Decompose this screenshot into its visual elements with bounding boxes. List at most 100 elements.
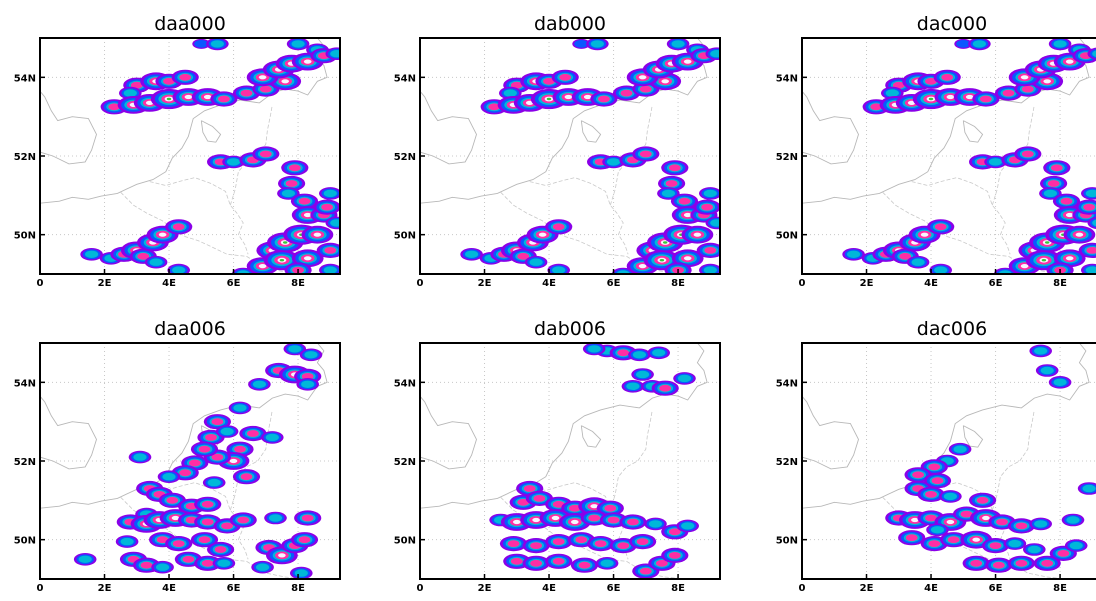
precip-cell — [194, 514, 222, 530]
precip-cell — [1048, 376, 1072, 389]
precip-contour-level-4 — [992, 561, 1005, 569]
precip-contour-level-5 — [946, 519, 955, 525]
country-border — [911, 177, 1011, 255]
x-tick-label: 8E — [671, 278, 685, 289]
precip-contour-level-4 — [636, 538, 649, 545]
precip-cell — [1040, 175, 1068, 192]
precip-cell — [190, 532, 219, 548]
precip-contour-level-4 — [620, 89, 633, 97]
x-tick-label: 0 — [417, 583, 424, 594]
x-tick-label: 6E — [607, 583, 621, 594]
precip-contour-level-4 — [1015, 522, 1028, 530]
precip-cell — [281, 160, 309, 176]
precip-contour-level-4 — [1060, 197, 1073, 205]
precip-contour-level-5 — [203, 94, 212, 100]
precip-cell — [917, 486, 945, 502]
panel-title: daa006 — [154, 318, 226, 340]
precip-cell — [661, 160, 689, 176]
y-tick-label: 50N — [776, 231, 798, 242]
precip-cell — [212, 557, 236, 570]
precip-contour-level-4 — [198, 536, 211, 544]
precip-cell — [157, 470, 181, 484]
precip-cell — [1029, 517, 1052, 531]
precip-cell — [1081, 187, 1096, 200]
precip-cell — [197, 429, 225, 445]
country-border — [229, 409, 273, 511]
precip-cell — [325, 47, 340, 60]
precip-cell — [294, 510, 322, 526]
precip-cell — [277, 187, 300, 200]
precip-contour-level-6 — [546, 97, 552, 101]
precip-contour-level-4 — [510, 557, 523, 565]
precip-contour-level-4 — [659, 384, 672, 392]
precip-contour-level-5 — [683, 212, 692, 218]
precip-contour-level-4 — [530, 559, 542, 567]
precip-contour-level-3 — [323, 189, 337, 198]
precip-contour-level-3 — [1027, 545, 1041, 554]
precip-contour-level-4 — [617, 349, 630, 357]
precip-contour-level-4 — [598, 95, 610, 103]
coastline-ijsselmeer — [580, 425, 602, 448]
precip-contour-level-2 — [956, 40, 971, 48]
precip-contour-level-4 — [221, 522, 234, 530]
precip-cell — [898, 530, 926, 546]
panel-title: dab000 — [534, 13, 606, 35]
precip-contour-level-4 — [928, 540, 941, 547]
precip-contour-level-5 — [184, 94, 193, 100]
precip-cell — [1077, 482, 1096, 495]
precip-cell — [207, 541, 235, 558]
precip-contour-level-4 — [928, 463, 941, 471]
precip-contour-level-3 — [233, 404, 247, 412]
country-border — [229, 104, 273, 206]
panel-title: dac000 — [917, 13, 987, 35]
precip-cell — [933, 69, 961, 85]
country-border — [609, 409, 653, 511]
precip-cell — [73, 553, 97, 566]
x-tick-label: 2E — [860, 278, 874, 289]
precip-cell — [602, 155, 625, 169]
precip-contour-level-4 — [188, 459, 201, 467]
precip-contour-level-4 — [947, 536, 960, 544]
precip-contour-level-5 — [946, 94, 955, 100]
precip-contour-level-4 — [198, 445, 211, 453]
precip-contour-level-3 — [636, 370, 650, 379]
precip-contour-level-4 — [298, 197, 311, 205]
y-tick-label: 52N — [394, 457, 416, 468]
precip-contour-level-6 — [1041, 259, 1047, 262]
precip-cell — [693, 199, 720, 215]
coastline-england — [40, 90, 97, 165]
precip-contour-level-4 — [578, 561, 591, 569]
precip-contour-level-3 — [120, 537, 134, 546]
precip-contour-level-5 — [683, 256, 692, 261]
precip-cell — [460, 248, 483, 261]
precip-contour-level-4 — [523, 485, 536, 492]
x-tick-label: 2E — [478, 278, 492, 289]
precip-contour-level-4 — [172, 540, 185, 547]
precip-contour-level-5 — [303, 59, 312, 64]
y-tick-label: 50N — [14, 231, 36, 242]
precip-contour-level-5 — [1065, 212, 1074, 218]
precip-cell — [283, 343, 307, 356]
precip-cell — [222, 155, 245, 169]
precip-contour-level-4 — [607, 516, 620, 524]
precip-cell — [290, 193, 319, 209]
precip-contour-level-5 — [571, 519, 579, 525]
precip-cells — [73, 343, 323, 579]
precip-contour-level-4 — [627, 518, 639, 526]
precip-contour-level-2 — [194, 40, 209, 48]
precip-contour-level-4 — [1050, 164, 1063, 172]
precip-cell — [705, 216, 720, 230]
y-tick-label: 54N — [14, 73, 36, 84]
precip-contour-level-6 — [283, 241, 288, 244]
precip-cell — [1043, 160, 1071, 176]
precip-contour-level-5 — [590, 504, 598, 509]
precip-cell — [228, 401, 252, 415]
x-tick-label: 2E — [98, 278, 112, 289]
x-tick-label: 4E — [924, 583, 938, 594]
precip-cell — [551, 69, 579, 85]
precip-cell — [264, 511, 287, 525]
map-panel-dac006: 0 2E 4E 6E 8E 50N 52N 54N dac006 — [776, 318, 1096, 594]
precip-contour-level-3 — [1053, 378, 1067, 386]
precip-cell — [1023, 543, 1046, 556]
precip-cell — [80, 248, 103, 261]
